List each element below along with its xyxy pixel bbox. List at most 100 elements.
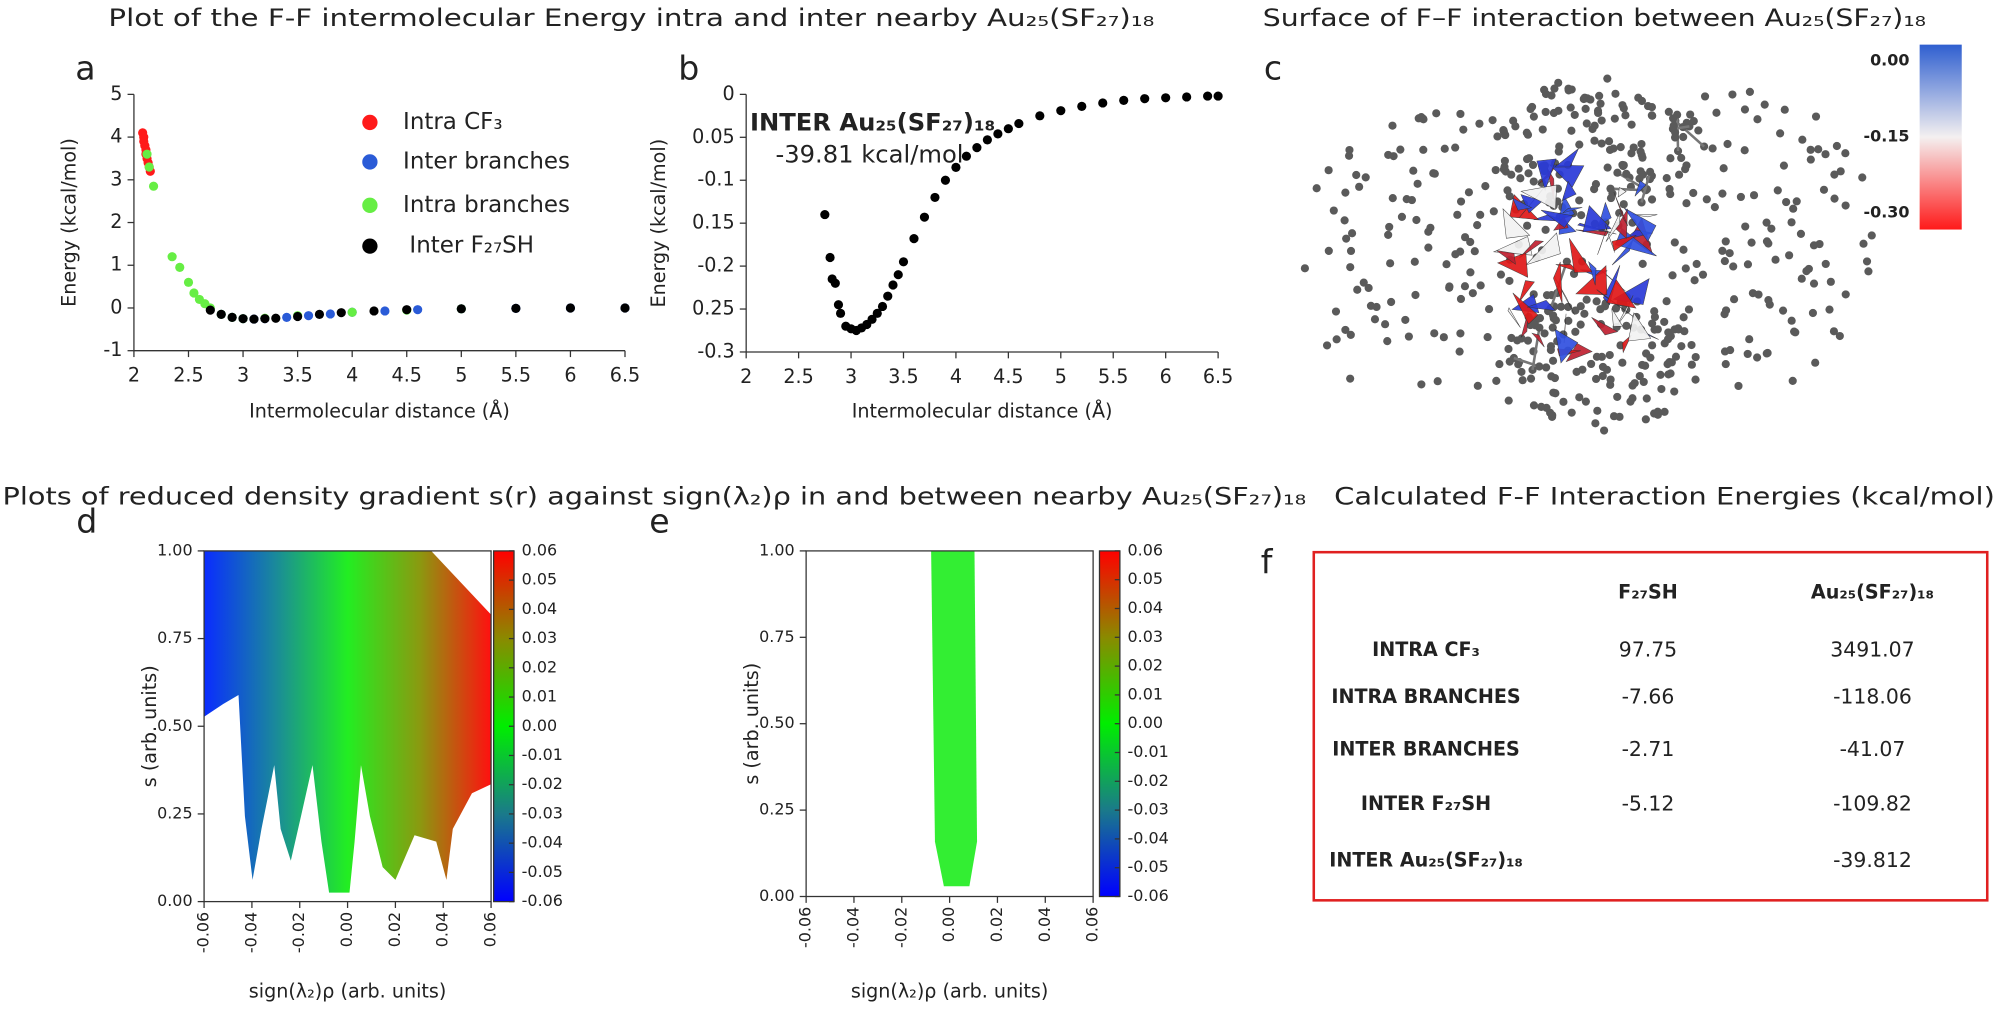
atom	[1456, 197, 1466, 206]
atom	[1381, 320, 1390, 329]
atom	[1548, 411, 1557, 420]
atom	[1575, 140, 1584, 149]
atom	[1456, 294, 1466, 304]
atom	[1597, 352, 1606, 361]
data-point	[893, 270, 903, 280]
colorbar-label: -0.02	[1128, 771, 1169, 790]
atom	[1692, 259, 1701, 269]
atom	[1638, 170, 1648, 179]
atom	[1806, 155, 1815, 164]
atom	[1635, 371, 1644, 381]
atom	[1641, 415, 1650, 424]
y-tick-label: 0.25	[692, 297, 735, 320]
isosurface-facet	[1520, 184, 1557, 210]
colorbar-label: 0.02	[1128, 656, 1164, 675]
atom	[1344, 151, 1354, 160]
atom	[1413, 179, 1422, 188]
atom	[1341, 325, 1350, 335]
atom	[1681, 165, 1690, 174]
atom	[1491, 165, 1500, 175]
y-tick-label: 3	[110, 167, 122, 190]
colorbar-label: -0.06	[522, 891, 563, 910]
atom	[1529, 112, 1538, 121]
atom	[1582, 295, 1591, 304]
atom	[1523, 130, 1533, 139]
atom	[1760, 100, 1769, 109]
y-tick-label: 0.50	[759, 713, 795, 732]
table-cell: -109.82	[1833, 792, 1912, 816]
data-point	[919, 212, 930, 222]
legend-marker	[362, 114, 378, 131]
data-point	[369, 306, 379, 316]
y-tick-label: -1	[103, 338, 122, 361]
data-point	[565, 303, 576, 313]
atom	[1628, 394, 1637, 403]
atom	[1591, 180, 1601, 189]
atom	[1597, 116, 1606, 125]
atom	[1618, 358, 1627, 367]
atom	[1687, 340, 1696, 350]
atom	[1347, 229, 1357, 238]
data-point	[216, 309, 226, 319]
atom	[1615, 412, 1624, 421]
atom	[1432, 109, 1441, 118]
atom	[1496, 270, 1506, 279]
atom	[1451, 143, 1460, 152]
data-point	[872, 308, 882, 318]
atom	[1346, 246, 1356, 256]
atom	[1719, 164, 1728, 173]
y-tick-label: 1.00	[157, 540, 193, 559]
data-point	[972, 143, 982, 153]
atom	[1473, 221, 1482, 230]
y-tick-label: 0.00	[157, 891, 193, 910]
atom	[1630, 379, 1639, 388]
atom	[1571, 327, 1580, 336]
atom	[1550, 84, 1559, 93]
x-axis-label: sign(λ₂)ρ (arb. units)	[249, 980, 447, 1003]
y-tick-label: 0.15	[692, 211, 735, 234]
atom	[1593, 106, 1603, 115]
atom	[1603, 74, 1612, 83]
data-point	[293, 311, 303, 322]
atom	[1743, 260, 1753, 269]
x-tick-label: 3.5	[888, 365, 918, 388]
isosurface-facet	[1613, 191, 1629, 227]
atom	[1702, 195, 1711, 204]
atom	[1653, 325, 1662, 334]
atom	[1559, 397, 1568, 406]
data-point	[888, 280, 898, 290]
atom	[1562, 257, 1571, 266]
y-tick-label: 1	[110, 253, 122, 276]
data-point	[1140, 94, 1150, 104]
atom	[1718, 246, 1727, 255]
atom	[1821, 259, 1830, 269]
atom	[1670, 325, 1679, 334]
table-border	[1312, 550, 1989, 902]
atom	[1468, 289, 1477, 298]
x-tick-label: 0.04	[433, 912, 452, 947]
atom	[1556, 302, 1566, 311]
x-tick-label: 4	[346, 364, 358, 387]
atom	[1740, 146, 1749, 155]
atom	[1718, 189, 1727, 198]
data-point	[620, 303, 630, 313]
atom	[1806, 145, 1815, 154]
row-label: INTRA CF₃	[1372, 638, 1480, 661]
title: Surface of F–F interaction between Au₂₅(…	[1263, 4, 1926, 32]
legend-label: Inter F₂₇SH	[409, 233, 534, 259]
atom	[1489, 207, 1498, 216]
isosurface-facet	[1496, 250, 1516, 265]
atom	[1763, 348, 1772, 358]
atom	[1567, 408, 1576, 417]
atom	[1673, 146, 1683, 156]
atom	[1440, 144, 1449, 153]
atom	[1430, 329, 1439, 338]
data-point	[1077, 101, 1087, 111]
legend-label: Inter branches	[403, 148, 570, 174]
colorbar-label: 0.06	[522, 540, 558, 559]
atom	[1554, 78, 1563, 87]
atom	[1604, 137, 1614, 146]
atom	[1542, 291, 1552, 300]
atom	[1387, 297, 1396, 307]
